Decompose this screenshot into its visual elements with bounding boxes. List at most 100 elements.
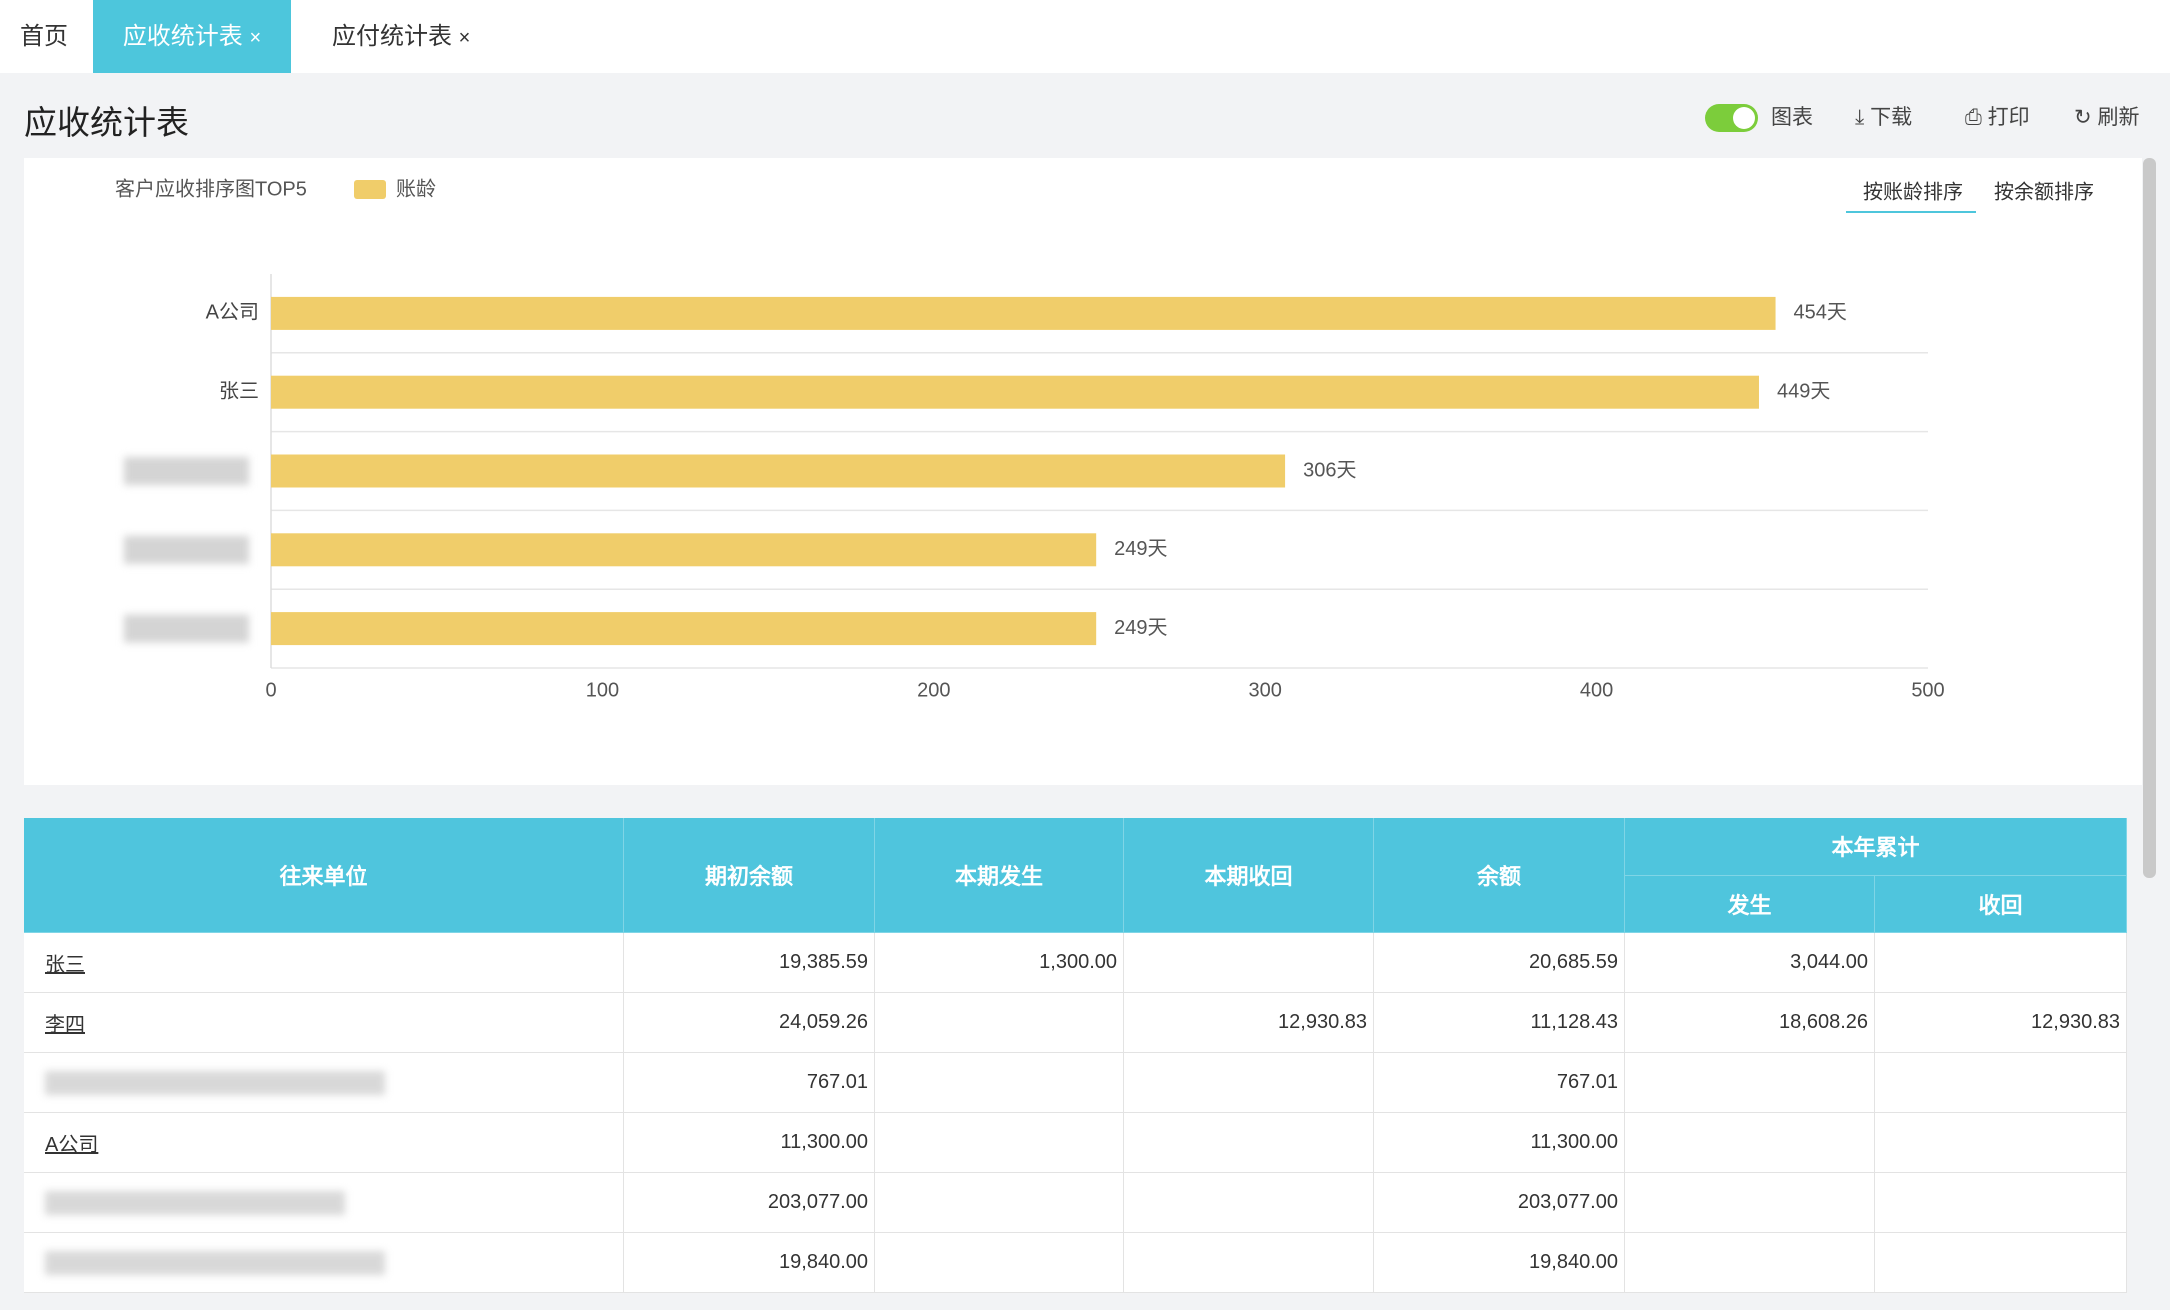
- bar: [271, 533, 1096, 566]
- amount-cell: [1625, 1053, 1875, 1113]
- amount-cell: [1875, 1053, 2127, 1113]
- tab-label: 应收统计表: [123, 23, 243, 50]
- bar: [271, 612, 1096, 645]
- name-cell: A公司: [24, 1113, 624, 1173]
- bar: [271, 376, 1759, 409]
- amount-cell: [1124, 1113, 1374, 1173]
- header-cell: 往来单位: [24, 818, 624, 933]
- sort-option[interactable]: 按余额排序: [1994, 180, 2094, 203]
- blurred-name: [45, 1191, 345, 1215]
- tab[interactable]: 应付统计表 ×: [332, 0, 470, 73]
- amount-cell: [1124, 1053, 1374, 1113]
- blurred-name: [45, 1251, 385, 1275]
- name-cell: [24, 1233, 624, 1293]
- tab-active[interactable]: 应收统计表 ×: [93, 0, 291, 73]
- amount-cell: 11,300.00: [1374, 1113, 1625, 1173]
- x-tick-label: 100: [586, 679, 619, 701]
- chart: 客户应收排序图TOP5 账龄 按账龄排序 按余额排序 0 100 200 300 400 500 A…: [24, 158, 2142, 785]
- close-icon[interactable]: ×: [459, 27, 471, 49]
- x-tick-label: 200: [917, 679, 950, 701]
- button-label: 下载: [1870, 106, 1912, 129]
- amount-cell: 20,685.59: [1374, 933, 1625, 993]
- name-cell: 李四: [24, 993, 624, 1053]
- tab-bar: 首页 应收统计表 × 应付统计表 ×: [0, 0, 2170, 73]
- header-cell: 本期收回: [1124, 818, 1374, 933]
- amount-cell: [875, 1233, 1124, 1293]
- header-cell[interactable]: 余额: [1374, 818, 1625, 933]
- value-label: 249天: [1114, 617, 1167, 639]
- name-link[interactable]: 张三: [45, 948, 85, 977]
- x-tick-label: 0: [265, 679, 276, 701]
- scrollbar[interactable]: [2143, 158, 2156, 878]
- amount-cell: [1875, 1233, 2127, 1293]
- close-icon[interactable]: ×: [249, 27, 261, 49]
- amount-cell: 767.01: [1374, 1053, 1625, 1113]
- download-button[interactable]: ⤓ 下载: [1855, 103, 1912, 133]
- value-label: 249天: [1114, 538, 1167, 560]
- toolbar-label[interactable]: 图表: [1771, 103, 1813, 133]
- amount-cell: [875, 993, 1124, 1053]
- header-cell: 收回: [1875, 876, 2127, 934]
- amount-cell: 1,300.00: [875, 933, 1124, 993]
- amount-cell: 18,608.26: [1625, 993, 1875, 1053]
- blurred-label: [124, 457, 249, 485]
- button-label: 刷新: [2097, 106, 2139, 129]
- amount-cell: 203,077.00: [1374, 1173, 1625, 1233]
- legend-label: 账龄: [396, 177, 436, 200]
- amount-cell: [1875, 1113, 2127, 1173]
- name-cell: [24, 1173, 624, 1233]
- chart-title: 客户应收排序图TOP5: [115, 177, 307, 200]
- amount-cell: 19,840.00: [1374, 1233, 1625, 1293]
- name-cell: [24, 1053, 624, 1113]
- x-tick-label: 300: [1249, 679, 1282, 701]
- name-link[interactable]: A公司: [45, 1128, 98, 1157]
- legend-swatch: [354, 180, 386, 199]
- amount-cell: 11,128.43: [1374, 993, 1625, 1053]
- x-tick-label: 400: [1580, 679, 1613, 701]
- amount-cell: [875, 1053, 1124, 1113]
- amount-cell: [1124, 1233, 1374, 1293]
- amount-cell: [1124, 1173, 1374, 1233]
- amount-cell: 767.01: [624, 1053, 875, 1113]
- blurred-name: [45, 1071, 385, 1095]
- amount-cell: [875, 1113, 1124, 1173]
- refresh-button[interactable]: ↻ 刷新: [2074, 103, 2139, 133]
- amount-cell: 3,044.00: [1625, 933, 1875, 993]
- amount-cell: 19,385.59: [624, 933, 875, 993]
- print-button[interactable]: ⎙ 打印: [1965, 103, 2030, 133]
- amount-cell: 24,059.26: [624, 993, 875, 1053]
- tab[interactable]: 首页: [20, 0, 68, 73]
- sort-option[interactable]: 按账龄排序: [1863, 180, 1963, 203]
- amount-cell: 203,077.00: [624, 1173, 875, 1233]
- amount-cell: 19,840.00: [624, 1233, 875, 1293]
- x-tick-label: 500: [1911, 679, 1944, 701]
- tab-label: 应付统计表: [332, 23, 452, 50]
- amount-cell: 12,930.83: [1875, 993, 2127, 1053]
- amount-cell: [1875, 1173, 2127, 1233]
- button-label: 打印: [1988, 106, 2030, 129]
- header-cell: 期初余额: [624, 818, 875, 933]
- amount-cell: [1124, 933, 1374, 993]
- icon: ⎙: [1965, 106, 1982, 129]
- blurred-label: [124, 615, 249, 643]
- name-cell: 张三: [24, 933, 624, 993]
- value-label: 306天: [1303, 459, 1356, 481]
- amount-cell: [1625, 1173, 1875, 1233]
- header-group: 本年累计: [1625, 818, 2127, 876]
- icon: ↻: [2074, 106, 2092, 129]
- header-cell: 本期发生: [875, 818, 1124, 933]
- chart-toggle[interactable]: [1705, 104, 1758, 132]
- amount-cell: [1625, 1233, 1875, 1293]
- table: 往来单位期初余额本期发生本期收回余额本年累计发生收回张三 19,385.591,3…: [24, 818, 2127, 1298]
- toggle-knob: [1733, 107, 1755, 129]
- chart-panel: 客户应收排序图TOP5 账龄 按账龄排序 按余额排序 0 100 200 300 400 500 A…: [24, 158, 2142, 785]
- header-cell: 发生: [1625, 876, 1875, 934]
- value-label: 454天: [1794, 302, 1847, 324]
- amount-cell: 11,300.00: [624, 1113, 875, 1173]
- y-tick-label: A公司: [206, 302, 259, 324]
- amount-cell: 12,930.83: [1124, 993, 1374, 1053]
- y-tick-label: 张三: [219, 379, 259, 402]
- page-title: 应收统计表: [24, 96, 189, 144]
- name-link[interactable]: 李四: [45, 1008, 85, 1037]
